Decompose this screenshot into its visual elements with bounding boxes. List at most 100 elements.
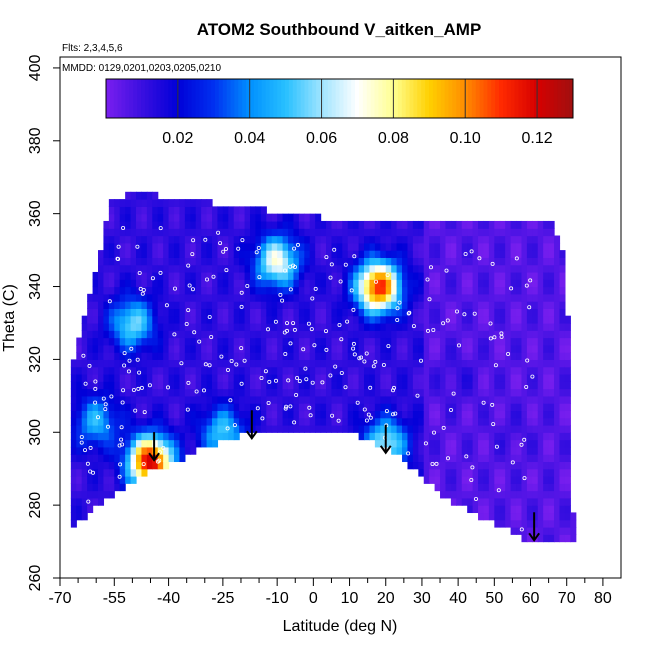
heatmap-cell	[342, 322, 349, 331]
heatmap-cell	[548, 373, 555, 382]
heatmap-cell	[114, 322, 121, 331]
heatmap-cell	[494, 293, 501, 302]
heatmap-cell	[510, 446, 517, 455]
heatmap-cell	[81, 373, 88, 382]
heatmap-cell	[114, 439, 121, 448]
heatmap-cell	[179, 286, 186, 295]
heatmap-cell	[136, 308, 143, 317]
heatmap-cell	[277, 381, 284, 390]
heatmap-cell	[81, 424, 88, 433]
sample-point	[141, 287, 146, 292]
heatmap-cell	[521, 446, 528, 455]
heatmap-cell	[70, 432, 77, 441]
heatmap-cell	[521, 417, 528, 426]
heatmap-cell	[103, 286, 110, 295]
heatmap-cell	[255, 359, 262, 368]
heatmap-cell	[136, 206, 143, 215]
heatmap-cell	[483, 315, 490, 324]
sample-point	[338, 279, 343, 284]
heatmap-cell	[108, 286, 115, 295]
colorbar-segment	[393, 79, 399, 118]
heatmap-cell	[271, 403, 278, 412]
heatmap-cell	[429, 424, 436, 433]
heatmap-cell	[98, 461, 105, 470]
heatmap-cell	[516, 424, 523, 433]
heatmap-cell	[108, 461, 115, 470]
heatmap-cell	[526, 461, 533, 470]
heatmap-cell	[369, 315, 376, 324]
heatmap-cell	[184, 242, 191, 251]
heatmap-cell	[81, 497, 88, 506]
heatmap-cell	[521, 454, 528, 463]
sample-point	[301, 347, 306, 352]
heatmap-cell	[266, 410, 273, 419]
heatmap-cell	[163, 242, 170, 251]
heatmap-cell	[472, 468, 479, 477]
heatmap-cell	[369, 322, 376, 331]
heatmap-cell	[119, 220, 126, 229]
heatmap-cell	[559, 461, 566, 470]
heatmap-cell	[125, 403, 132, 412]
heatmap-cell	[559, 432, 566, 441]
heatmap-cell	[505, 220, 512, 229]
heatmap-cell	[396, 432, 403, 441]
heatmap-cell	[288, 228, 295, 237]
heatmap-cell	[412, 337, 419, 346]
heatmap-cell	[141, 454, 148, 463]
heatmap-cell	[461, 250, 468, 258]
heatmap-cell	[70, 381, 77, 390]
heatmap-cell	[554, 388, 561, 397]
heatmap-cell	[391, 417, 398, 426]
heatmap-cell	[494, 461, 501, 470]
heatmap-cell	[369, 235, 376, 244]
sample-point	[481, 400, 486, 405]
heatmap-cell	[358, 308, 365, 317]
heatmap-cell	[429, 475, 436, 484]
heatmap-cell	[304, 330, 311, 339]
sample-point	[362, 359, 367, 364]
sample-point	[519, 527, 524, 532]
sample-point	[491, 422, 496, 427]
heatmap-cell	[244, 206, 251, 215]
heatmap-cell	[152, 257, 159, 266]
heatmap-cell	[336, 228, 343, 237]
heatmap-cell	[87, 446, 94, 455]
heatmap-cell	[342, 344, 349, 353]
heatmap-cell	[315, 344, 322, 353]
heatmap-cell	[174, 235, 181, 244]
heatmap-layer	[70, 191, 577, 543]
heatmap-cell	[195, 220, 202, 229]
heatmap-cell	[434, 410, 441, 419]
heatmap-cell	[461, 410, 468, 419]
sample-point	[330, 413, 335, 418]
heatmap-cell	[564, 526, 571, 535]
heatmap-cell	[168, 293, 175, 302]
heatmap-cell	[374, 264, 381, 273]
heatmap-cell	[380, 250, 387, 258]
heatmap-cell	[250, 235, 257, 244]
heatmap-cell	[548, 432, 555, 441]
sample-point	[273, 319, 278, 324]
sample-point	[463, 251, 468, 256]
heatmap-cell	[293, 322, 300, 331]
heatmap-cell	[130, 271, 137, 280]
heatmap-cell	[467, 505, 474, 514]
arrow-head	[246, 430, 258, 440]
sample-point	[310, 380, 315, 385]
heatmap-cell	[298, 271, 305, 280]
heatmap-cell	[467, 446, 474, 455]
heatmap-cell	[146, 322, 153, 331]
heatmap-cell	[412, 228, 419, 237]
heatmap-cell	[125, 242, 132, 251]
colorbar-segment	[370, 79, 376, 118]
heatmap-cell	[347, 257, 354, 266]
heatmap-cell	[358, 242, 365, 251]
heatmap-cell	[467, 250, 474, 258]
heatmap-cell	[499, 373, 506, 382]
heatmap-cell	[526, 403, 533, 412]
heatmap-cell	[277, 213, 284, 222]
heatmap-cell	[516, 446, 523, 455]
heatmap-cell	[342, 242, 349, 251]
heatmap-cell	[440, 220, 447, 229]
heatmap-cell	[554, 446, 561, 455]
